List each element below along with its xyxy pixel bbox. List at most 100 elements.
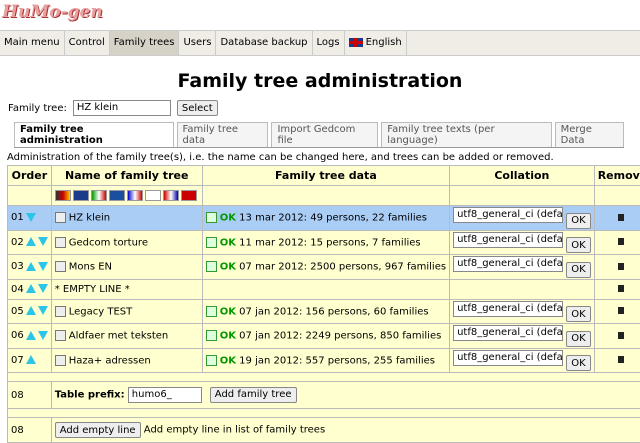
page-title: Family tree administration [0,70,640,92]
order-cell: 05 [8,299,52,324]
tree-dropdown[interactable]: HZ klein [73,100,171,116]
move-up[interactable] [26,237,36,246]
move-down[interactable] [38,331,48,340]
collation-dropdown[interactable]: utf8_general_ci (defau [453,301,563,317]
import-icon[interactable] [206,306,217,317]
move-down[interactable] [38,237,48,246]
status: OK [220,237,236,248]
ok-button[interactable]: OK [566,237,590,253]
ok-button[interactable]: OK [566,331,590,347]
import-icon[interactable] [206,261,217,272]
edit-icon[interactable] [55,330,66,341]
logo: HuMo-gen [2,2,103,22]
move-up[interactable] [26,306,36,315]
remove-cell [594,206,640,231]
name-cell: Legacy TEST [51,299,202,324]
edit-icon[interactable] [55,212,66,223]
import-icon[interactable] [206,212,217,223]
status: OK [220,213,236,224]
order: 01 [11,212,24,223]
remove-cell [594,299,640,324]
move-down[interactable] [38,284,48,293]
move-down[interactable] [38,306,48,315]
move-up[interactable] [26,355,36,364]
tree-name: Haza+ adressen [69,355,151,366]
cell [594,186,640,206]
add-empty-button[interactable]: Add empty line [55,422,141,438]
import-icon[interactable] [206,355,217,366]
menu-item[interactable]: Family trees [110,31,180,55]
edit-icon[interactable] [55,306,66,317]
prefix-input[interactable]: humo6_ [128,387,202,403]
order-cell: 02 [8,230,52,255]
menu-item[interactable]: Logs [313,31,345,55]
tree-name: Aldfaer met teksten [69,331,169,342]
move-down[interactable] [38,262,48,271]
select-button[interactable]: Select [177,100,218,116]
collation-dropdown[interactable]: utf8_general_ci (defau [453,207,563,223]
import-icon[interactable] [206,237,217,248]
tree-name: * EMPTY LINE * [55,284,130,295]
menu-item[interactable]: Control [65,31,110,55]
collation-cell: utf8_general_ci (defau OK [450,348,595,373]
flag-icon [145,190,161,201]
name-cell: Aldfaer met teksten [51,324,202,349]
collation-dropdown[interactable]: utf8_general_ci (defau [453,232,563,248]
order-cell: 03 [8,255,52,280]
collation-dropdown[interactable]: utf8_general_ci (defau [453,350,563,366]
column-header: Collation [450,166,595,186]
tab[interactable]: Family tree texts (per language) [381,122,551,147]
tree-row: 04* EMPTY LINE * [8,279,640,299]
menu-text: Family trees [114,37,175,48]
tab[interactable]: Family tree administration [14,122,174,147]
tree-data: 13 mar 2012: 49 persons, 22 families [239,213,427,224]
ok-button[interactable]: OK [566,355,590,371]
trash-icon[interactable] [618,214,624,221]
trash-icon[interactable] [618,356,624,363]
order-cell: 06 [8,324,52,349]
collation-dropdown[interactable]: utf8_general_ci (defau [453,325,563,341]
trash-icon[interactable] [618,332,624,339]
tree-name: Mons EN [69,262,112,273]
data-cell: OK 07 jan 2012: 156 persons, 60 families [202,299,449,324]
move-up[interactable] [26,262,36,271]
flag-icon [349,38,363,47]
cell [202,186,449,206]
flag-icon [73,190,89,201]
trash-icon[interactable] [618,285,624,292]
move-up[interactable] [26,331,36,340]
tree-data: 07 mar 2012: 2500 persons, 967 families [239,262,446,273]
menu-item[interactable]: Database backup [216,31,312,55]
trash-icon[interactable] [618,263,624,270]
cell [8,186,52,206]
move-down[interactable] [26,213,36,222]
column-header: Order [8,166,52,186]
tab[interactable]: Import Gedcom file [271,122,378,147]
edit-icon[interactable] [55,237,66,248]
tree-select: Family tree: HZ klein Select [8,100,218,116]
ok-button[interactable]: OK [566,262,590,278]
menu-item[interactable]: Users [179,31,216,55]
move-up[interactable] [26,284,36,293]
collation-cell: utf8_general_ci (defau OK [450,255,595,280]
edit-icon[interactable] [55,261,66,272]
ok-button[interactable]: OK [566,306,590,322]
collation-dropdown[interactable]: utf8_general_ci (defau [453,256,563,272]
tab[interactable]: Merge Data [555,122,624,147]
tree-data: 07 jan 2012: 156 persons, 60 families [239,306,428,317]
tab[interactable]: Family tree data [177,122,269,147]
edit-icon[interactable] [55,355,66,366]
menu-item[interactable]: English [345,31,407,55]
cell [450,186,595,206]
add-tree-cell: Table prefix: humo6_Add family tree [51,382,640,409]
ok-button[interactable]: OK [566,213,590,229]
trash-icon[interactable] [618,307,624,314]
menu-item[interactable]: Main menu [0,31,65,55]
flag-icon [127,190,143,201]
import-icon[interactable] [206,330,217,341]
trash-icon[interactable] [618,238,624,245]
add-tree-button[interactable]: Add family tree [210,387,297,403]
